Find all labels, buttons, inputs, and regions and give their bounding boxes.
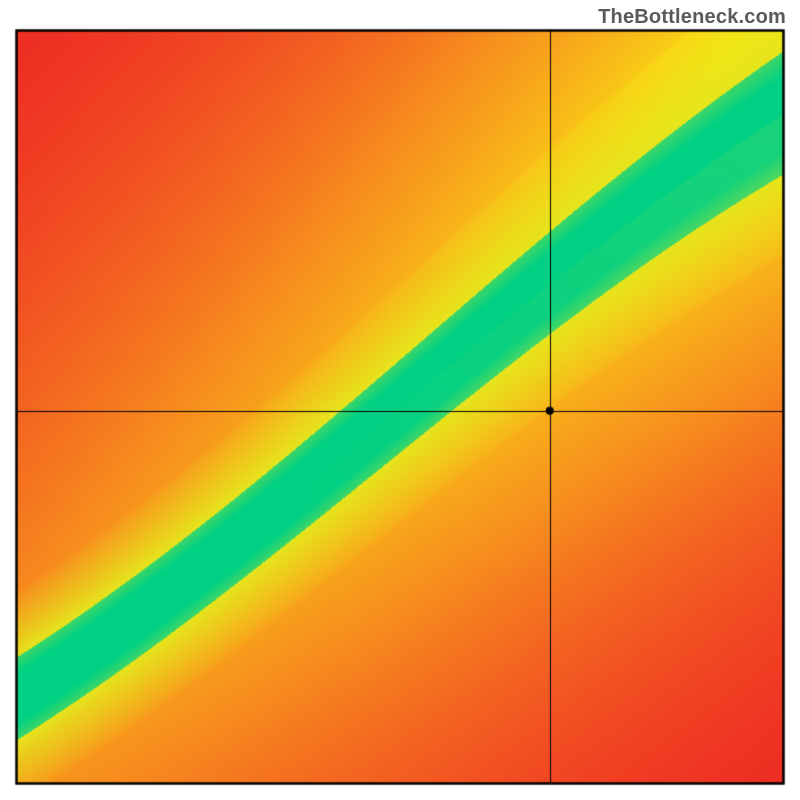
chart-container: TheBottleneck.com (0, 0, 800, 800)
watermark-text: TheBottleneck.com (598, 6, 786, 29)
heatmap-canvas (0, 0, 800, 800)
